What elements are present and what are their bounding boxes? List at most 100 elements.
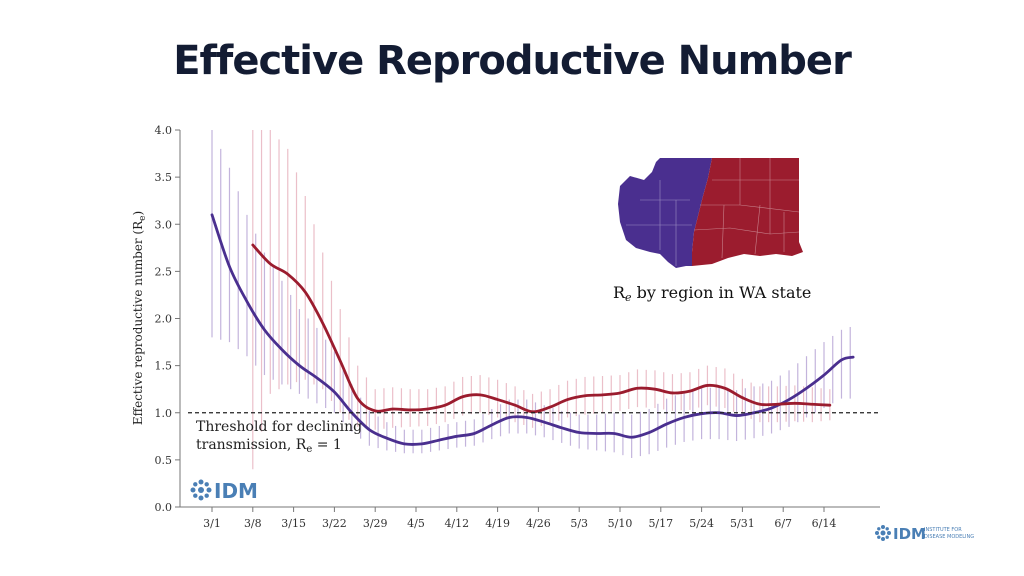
data-point-series-1 — [666, 423, 667, 424]
data-point-series-2 — [445, 405, 446, 406]
data-point-series-1 — [281, 349, 282, 350]
y-tick-label: 3.0 — [155, 218, 173, 231]
data-point-series-2 — [602, 394, 603, 395]
x-tick-label: 4/19 — [485, 517, 510, 530]
x-tick-label: 5/24 — [689, 517, 714, 530]
data-point-series-1 — [841, 359, 842, 360]
data-point-series-2 — [375, 410, 376, 411]
y-tick-label: 3.5 — [155, 171, 173, 184]
data-point-series-1 — [718, 412, 719, 413]
x-axis: 3/1 3/8 3/15 3/22 3/29 4/5 4/12 4/19 4/26 5/3 5/10… — [180, 506, 880, 530]
data-point-series-2 — [707, 385, 708, 386]
data-point-series-2 — [427, 408, 428, 409]
data-point-series-1 — [526, 417, 527, 418]
data-point-series-2 — [812, 404, 813, 405]
data-point-series-2 — [689, 390, 690, 391]
data-point-series-1 — [649, 432, 650, 433]
data-point-series-1 — [823, 374, 824, 375]
data-point-series-1 — [421, 443, 422, 444]
data-point-series-1 — [404, 443, 405, 444]
data-point-series-2 — [357, 398, 358, 399]
threshold-label-line2: transmission, R — [196, 437, 307, 453]
data-point-series-2 — [742, 397, 743, 398]
data-point-series-1 — [474, 433, 475, 434]
county-lines — [626, 158, 800, 266]
map-west-region — [618, 158, 712, 268]
data-point-series-1 — [684, 417, 685, 418]
y-axis: 0.0 0.5 1.0 1.5 2.0 2.5 3.0 3.5 4.0 — [155, 124, 181, 514]
data-point-series-2 — [584, 395, 585, 396]
data-point-series-2 — [340, 360, 341, 361]
x-tick-label: 3/22 — [322, 517, 347, 530]
idm-corner-small-1: INSTITUTE FOR — [924, 527, 962, 533]
data-point-series-2 — [462, 396, 463, 397]
data-point-series-1 — [544, 422, 545, 423]
data-point-series-1 — [491, 424, 492, 425]
y-tick-label: 2.0 — [155, 313, 173, 326]
data-point-series-1 — [386, 438, 387, 439]
data-point-series-2 — [287, 274, 288, 275]
x-tick-label: 5/17 — [648, 517, 673, 530]
idm-corner-small-2: DISEASE MODELING — [924, 534, 974, 540]
slide-title: Effective Reproductive Number — [173, 38, 852, 84]
data-point-series-1 — [334, 391, 335, 392]
data-point-series-1 — [614, 433, 615, 434]
data-point-series-2 — [410, 409, 411, 410]
data-point-series-1 — [246, 301, 247, 302]
data-point-series-2 — [637, 388, 638, 389]
data-point-series-1 — [316, 377, 317, 378]
x-tick-label: 5/31 — [730, 517, 755, 530]
data-point-series-2 — [270, 263, 271, 264]
data-point-series-2 — [549, 406, 550, 407]
idm-corner-text: IDM — [893, 525, 926, 543]
data-point-series-1 — [736, 415, 737, 416]
idm-logo-icon — [190, 479, 212, 501]
data-point-series-2 — [305, 292, 306, 293]
data-point-series-2 — [759, 404, 760, 405]
idm-corner-logo: IDM INSTITUTE FOR DISEASE MODELING — [875, 525, 974, 543]
data-point-series-1 — [509, 417, 510, 418]
map-east-region — [692, 158, 803, 266]
data-point-series-2 — [777, 404, 778, 405]
y-tick-label: 2.5 — [155, 265, 173, 278]
data-point-series-1 — [229, 266, 230, 267]
series-line-2 — [251, 243, 832, 414]
data-point-series-1 — [853, 357, 854, 358]
x-tick-label: 6/7 — [774, 517, 792, 530]
data-point-series-2 — [724, 388, 725, 389]
data-point-series-2 — [829, 405, 830, 406]
data-point-series-2 — [654, 389, 655, 390]
data-point-series-1 — [561, 427, 562, 428]
data-point-series-1 — [299, 365, 300, 366]
data-point-series-2 — [497, 399, 498, 400]
data-point-series-1 — [264, 329, 265, 330]
y-tick-label: 0.0 — [155, 501, 173, 514]
x-tick-label: 5/10 — [608, 517, 633, 530]
y-tick-label: 1.0 — [155, 407, 173, 420]
data-point-series-1 — [596, 433, 597, 434]
data-point-series-1 — [631, 437, 632, 438]
y-tick-label: 1.5 — [155, 360, 173, 373]
x-tick-label: 3/1 — [203, 517, 221, 530]
threshold-label: Threshold for declining — [196, 419, 362, 435]
data-point-series-2 — [480, 394, 481, 395]
data-point-series-1 — [456, 436, 457, 437]
data-point-series-1 — [211, 214, 212, 215]
idm-corner-icon — [875, 525, 891, 541]
x-tick-label: 3/8 — [244, 517, 262, 530]
x-tick-label: 5/3 — [570, 517, 588, 530]
data-point-series-1 — [369, 429, 370, 430]
data-point-series-2 — [322, 323, 323, 324]
x-tick-label: 3/29 — [363, 517, 388, 530]
threshold-label-tail: = 1 — [312, 437, 342, 453]
x-tick-label: 4/26 — [526, 517, 551, 530]
threshold-label-line1: Threshold for declining — [196, 419, 362, 435]
y-tick-label: 4.0 — [155, 124, 173, 137]
data-point-series-2 — [619, 392, 620, 393]
x-tick-label: 4/5 — [407, 517, 425, 530]
data-point-series-2 — [567, 399, 568, 400]
map-caption: Re by region in WA state — [613, 283, 811, 304]
data-point-series-1 — [753, 412, 754, 413]
data-point-series-2 — [672, 392, 673, 393]
data-point-series-1 — [806, 388, 807, 389]
